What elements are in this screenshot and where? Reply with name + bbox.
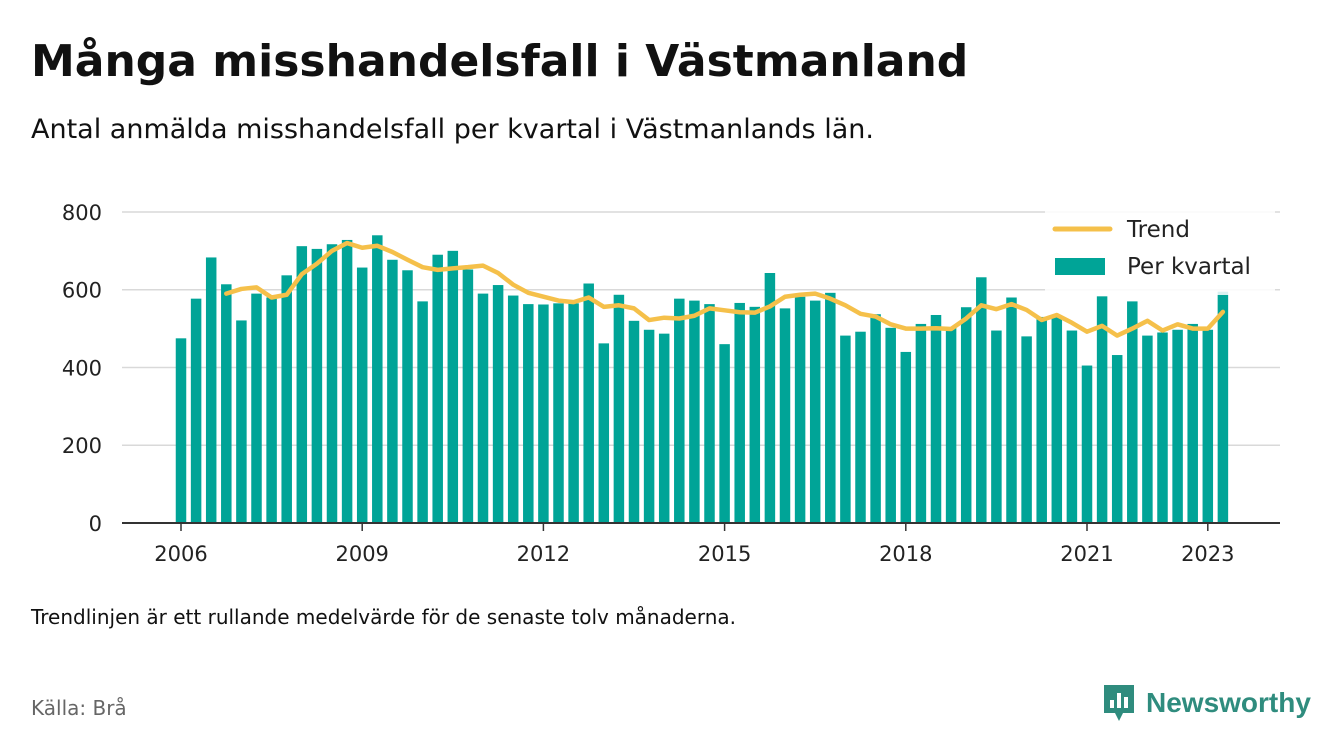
bar bbox=[1172, 329, 1183, 523]
bar bbox=[507, 295, 519, 523]
bar bbox=[598, 343, 610, 523]
bar bbox=[885, 327, 896, 523]
legend-background bbox=[1045, 205, 1275, 295]
bar bbox=[402, 270, 413, 523]
newsworthy-logo-icon bbox=[1104, 685, 1134, 721]
bar bbox=[1217, 291, 1229, 523]
bar bbox=[1096, 296, 1108, 523]
y-tick-label: 200 bbox=[62, 434, 102, 458]
bar bbox=[658, 333, 670, 523]
x-tick-label: 2015 bbox=[698, 542, 751, 566]
bar bbox=[1111, 355, 1123, 523]
bar bbox=[945, 327, 957, 523]
bar bbox=[855, 331, 866, 523]
bar bbox=[825, 292, 836, 523]
bar bbox=[734, 302, 745, 523]
bar bbox=[794, 296, 806, 523]
bar bbox=[432, 254, 443, 524]
bar bbox=[387, 259, 398, 523]
bar bbox=[583, 283, 594, 523]
bar bbox=[809, 300, 821, 523]
bar bbox=[1142, 335, 1153, 523]
bar bbox=[251, 293, 262, 523]
source-credit: Källa: Brå bbox=[31, 696, 127, 720]
bar bbox=[976, 277, 987, 523]
bar bbox=[1127, 301, 1138, 523]
y-tick-label: 600 bbox=[62, 279, 102, 303]
x-tick-label: 2021 bbox=[1060, 542, 1113, 566]
bar bbox=[190, 298, 202, 523]
bar bbox=[326, 244, 338, 524]
chart-subtitle: Antal anmälda misshandelsfall per kvarta… bbox=[31, 114, 874, 145]
bar bbox=[236, 320, 247, 523]
bar bbox=[266, 297, 277, 523]
bar bbox=[915, 323, 927, 523]
x-tick-label: 2006 bbox=[154, 542, 207, 566]
bar bbox=[991, 330, 1002, 523]
bar bbox=[221, 284, 232, 523]
bar bbox=[447, 250, 459, 523]
y-tick-label: 0 bbox=[89, 512, 102, 536]
bar bbox=[840, 335, 851, 523]
bar bbox=[900, 351, 912, 523]
bar bbox=[175, 338, 187, 523]
bar bbox=[311, 248, 323, 523]
bar bbox=[538, 304, 549, 523]
bar bbox=[764, 273, 776, 523]
bar bbox=[417, 301, 428, 523]
bar bbox=[689, 300, 700, 523]
legend-bar-label: Per kvartal bbox=[1127, 254, 1251, 280]
trend-line bbox=[224, 240, 1226, 338]
bar bbox=[568, 303, 579, 523]
legend: Trend Per kvartal bbox=[1045, 205, 1275, 295]
bar bbox=[779, 308, 791, 523]
bar bbox=[372, 235, 383, 524]
bar bbox=[1081, 365, 1093, 523]
bar bbox=[704, 304, 715, 523]
bar bbox=[930, 314, 942, 523]
bar bbox=[1066, 330, 1078, 523]
bar bbox=[719, 344, 730, 523]
legend-bar-swatch bbox=[1055, 258, 1105, 275]
bar bbox=[613, 294, 625, 523]
trend-series bbox=[224, 240, 1226, 338]
legend-trend-label: Trend bbox=[1126, 217, 1190, 243]
bar bbox=[341, 239, 353, 523]
x-tick-label: 2018 bbox=[879, 542, 932, 566]
bar bbox=[1006, 297, 1017, 523]
bar bbox=[553, 303, 564, 523]
x-axis: 2006 2009 2012 2015 2018 2021 2023 bbox=[122, 522, 1280, 566]
bar bbox=[462, 269, 474, 523]
y-tick-label: 400 bbox=[62, 356, 102, 380]
bar bbox=[1157, 332, 1168, 523]
bar bbox=[1021, 336, 1032, 523]
bar bbox=[281, 275, 292, 523]
bar bbox=[492, 285, 504, 523]
bar bbox=[628, 320, 640, 523]
bar bbox=[674, 298, 685, 523]
bar bbox=[1202, 329, 1214, 523]
x-tick-label: 2023 bbox=[1181, 542, 1234, 566]
bar bbox=[477, 293, 489, 523]
bar bbox=[1036, 316, 1047, 523]
y-tick-label: 800 bbox=[62, 201, 102, 225]
x-tick-label: 2012 bbox=[517, 542, 570, 566]
brand-logo-link[interactable]: Newsworthy bbox=[1102, 682, 1311, 724]
bar bbox=[356, 267, 368, 523]
bar bbox=[205, 257, 217, 523]
brand-name: Newsworthy bbox=[1146, 687, 1311, 718]
x-tick-label: 2009 bbox=[335, 542, 388, 566]
bar bbox=[296, 246, 308, 524]
chart-title: Många misshandelsfall i Västmanland bbox=[31, 36, 969, 87]
bar bbox=[870, 314, 881, 523]
bar bbox=[749, 306, 761, 523]
bar bbox=[960, 307, 972, 523]
bar bbox=[523, 304, 534, 523]
bar-series bbox=[175, 235, 1229, 524]
bar bbox=[643, 329, 655, 523]
bar bbox=[1187, 323, 1198, 523]
bar bbox=[1051, 316, 1063, 523]
trend-footnote: Trendlinjen är ett rullande medelvärde f… bbox=[31, 605, 737, 629]
